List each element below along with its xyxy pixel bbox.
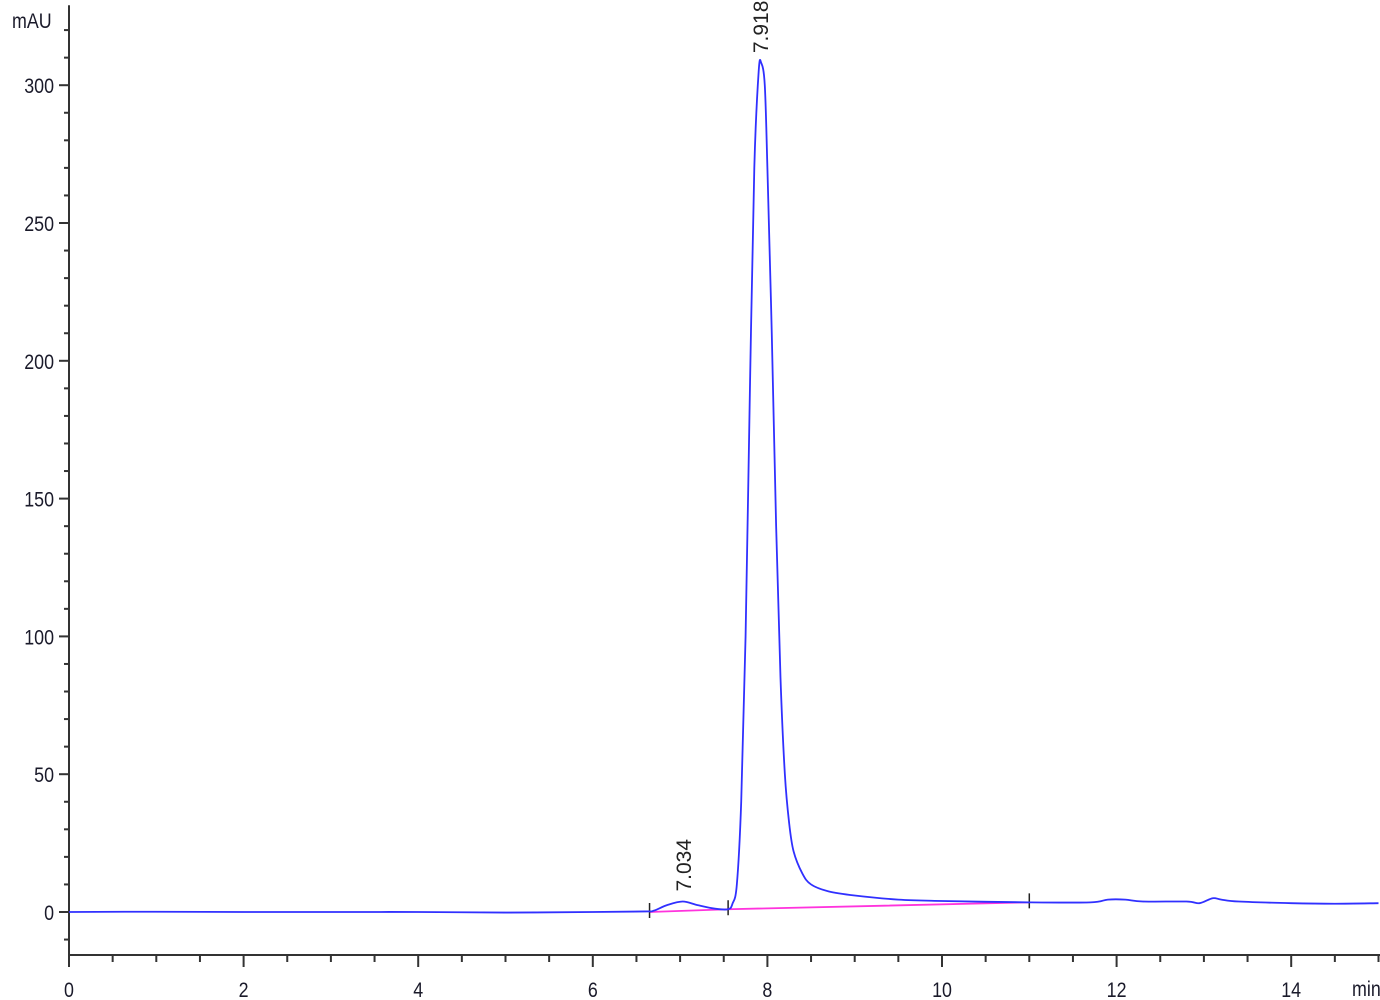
y-tick-label: 0	[44, 902, 54, 926]
x-tick-label: 4	[413, 979, 423, 1000]
x-tick-label: 14	[1281, 979, 1301, 1000]
y-axis-label: mAU	[12, 10, 52, 34]
y-tick-label: 50	[34, 764, 54, 788]
peak-label: 7.034	[673, 839, 696, 892]
x-tick-label: 2	[239, 979, 249, 1000]
y-tick-label: 100	[24, 626, 54, 650]
axes: 0 50 100 150 200 250 300 0 2 4 6 8 10 12 14	[24, 5, 1380, 1000]
peak-label: 7.918	[750, 1, 773, 54]
x-tick-label: 12	[1107, 979, 1127, 1000]
x-tick-label: 8	[762, 979, 772, 1000]
y-tick-label: 300	[24, 75, 54, 99]
y-tick-label: 200	[24, 350, 54, 374]
x-axis-label: min	[1352, 978, 1380, 1000]
x-tick-label: 0	[64, 979, 74, 1000]
plot-area: 7.034 7.918	[68, 1, 1379, 918]
chromatogram-trace	[68, 58, 1379, 914]
x-tick-label: 10	[932, 979, 952, 1000]
x-tick-label: 6	[588, 979, 598, 1000]
y-tick-label: 250	[24, 213, 54, 237]
y-tick-label: 150	[24, 488, 54, 512]
